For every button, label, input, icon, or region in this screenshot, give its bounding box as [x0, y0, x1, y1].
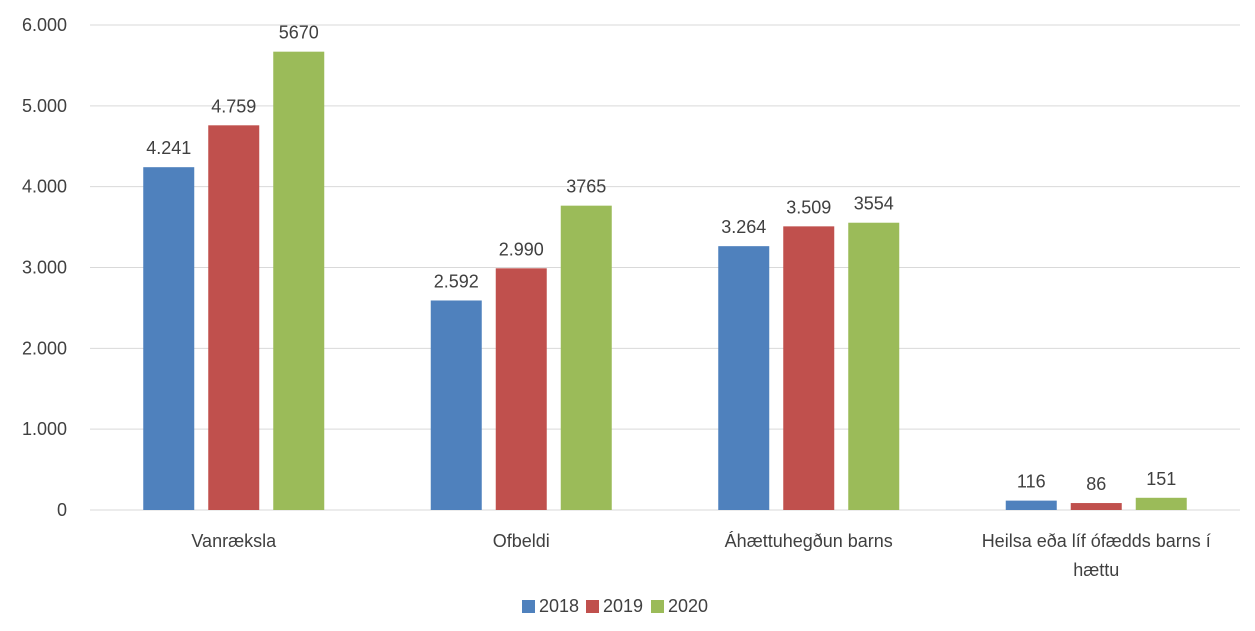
bar-2020-1 [560, 205, 612, 510]
data-label: 86 [1086, 474, 1106, 494]
data-labels: 4.241 4.759 5670 2.592 2.990 3765 3.264 3.509 35… [146, 23, 1176, 494]
legend-label: 2019 [603, 596, 643, 616]
bar-2018-0 [143, 167, 195, 510]
bar-2019-0 [208, 125, 260, 511]
bar-2018-1 [430, 300, 482, 510]
y-tick-label: 4.000 [22, 177, 67, 197]
gridlines [90, 24, 1240, 511]
data-label: 2.990 [499, 239, 544, 259]
y-tick-label: 0 [57, 500, 67, 520]
data-label: 2.592 [434, 271, 479, 291]
data-label: 3.264 [721, 217, 766, 237]
y-tick-label: 3.000 [22, 258, 67, 278]
y-tick-label: 1.000 [22, 419, 67, 439]
bar-2019-1 [495, 268, 547, 510]
legend-label: 2018 [539, 596, 579, 616]
bar-2020-2 [848, 222, 900, 511]
data-label: 5670 [279, 23, 319, 43]
x-axis-labels: Vanræksla Ofbeldi Áhættuhegðun barns Heilsa… [191, 531, 1210, 580]
y-tick-label: 5.000 [22, 96, 67, 116]
data-label: 4.759 [211, 96, 256, 116]
bar-2018-3 [1005, 500, 1057, 510]
data-label: 151 [1146, 469, 1176, 489]
legend-swatch [651, 600, 664, 613]
category-label: Heilsa eða líf ófædds barns í [982, 531, 1211, 551]
category-label: Ofbeldi [493, 531, 550, 551]
legend-swatch [586, 600, 599, 613]
category-label: hættu [1073, 560, 1119, 580]
legend-label: 2020 [668, 596, 708, 616]
bar-2018-2 [718, 246, 770, 510]
data-label: 116 [1017, 472, 1046, 492]
y-axis-labels: 0 1.000 2.000 3.000 4.000 5.000 6.000 [22, 15, 67, 520]
bar-2019-2 [783, 226, 835, 510]
bar-2019-3 [1070, 503, 1122, 510]
data-label: 3765 [566, 177, 606, 197]
bar-2020-0 [273, 51, 325, 511]
data-label: 4.241 [146, 138, 191, 158]
bar-2020-3 [1135, 497, 1187, 510]
data-label: 3.509 [786, 197, 831, 217]
data-label: 3554 [854, 194, 894, 214]
bars [143, 51, 1187, 511]
legend-swatch [522, 600, 535, 613]
y-tick-label: 2.000 [22, 338, 67, 358]
category-label: Vanræksla [191, 531, 277, 551]
category-label: Áhættuhegðun barns [725, 531, 893, 551]
legend: 2018 2019 2020 [522, 596, 708, 616]
y-tick-label: 6.000 [22, 15, 67, 35]
